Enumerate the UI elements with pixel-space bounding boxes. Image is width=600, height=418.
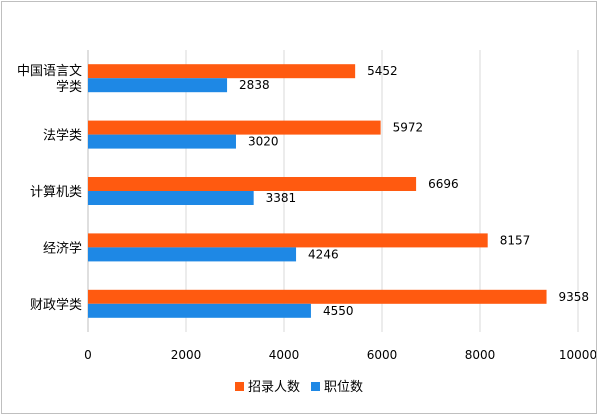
legend-swatch bbox=[311, 382, 320, 391]
data-label: 4550 bbox=[323, 304, 354, 318]
bar-positions bbox=[88, 303, 311, 318]
data-label: 4246 bbox=[308, 247, 339, 261]
data-label: 8157 bbox=[500, 233, 531, 247]
category-label: 法学类 bbox=[43, 128, 82, 144]
bar-positions bbox=[88, 247, 297, 262]
data-label: 3020 bbox=[248, 135, 279, 149]
bar-positions bbox=[88, 78, 228, 93]
category-label: 财政学类 bbox=[30, 297, 82, 313]
bar-recruits bbox=[88, 177, 417, 191]
x-tick-labels: 0 2000 4000 6000 8000 10000 bbox=[84, 348, 597, 362]
x-tick-label: 10000 bbox=[559, 348, 596, 362]
data-label: 9358 bbox=[559, 290, 590, 304]
bar-recruits bbox=[88, 64, 356, 79]
data-label: 5972 bbox=[393, 121, 424, 135]
legend-swatch bbox=[235, 382, 244, 391]
x-tick-label: 2000 bbox=[171, 348, 202, 362]
x-tick-label: 4000 bbox=[269, 348, 300, 362]
category-label: 中国语言文 bbox=[17, 64, 82, 79]
category-label: 经济学 bbox=[43, 240, 82, 256]
bar-recruits bbox=[88, 289, 547, 304]
bar-positions bbox=[88, 134, 236, 149]
data-label: 5452 bbox=[367, 64, 398, 78]
category-label: 计算机类 bbox=[30, 185, 82, 200]
category-label: 学类 bbox=[56, 79, 82, 95]
legend-label: 招录人数 bbox=[248, 380, 300, 395]
bar-chart: 5452 2838 5972 3020 6696 3381 8157 4246 9358 4550… bbox=[17, 50, 597, 395]
data-label: 2838 bbox=[239, 78, 270, 92]
legend: 招录人数 职位数 bbox=[235, 380, 363, 395]
data-label: 6696 bbox=[428, 177, 459, 191]
x-tick-label: 0 bbox=[84, 348, 92, 362]
legend-label: 职位数 bbox=[324, 380, 363, 395]
bar-recruits bbox=[88, 120, 381, 135]
bars: 5452 2838 5972 3020 6696 3381 8157 4246 9358 4550 bbox=[88, 64, 589, 318]
bar-recruits bbox=[88, 233, 488, 248]
x-tick-label: 6000 bbox=[367, 348, 398, 362]
data-label: 3381 bbox=[266, 191, 297, 205]
bar-positions bbox=[88, 191, 254, 205]
x-tick-label: 8000 bbox=[465, 348, 496, 362]
